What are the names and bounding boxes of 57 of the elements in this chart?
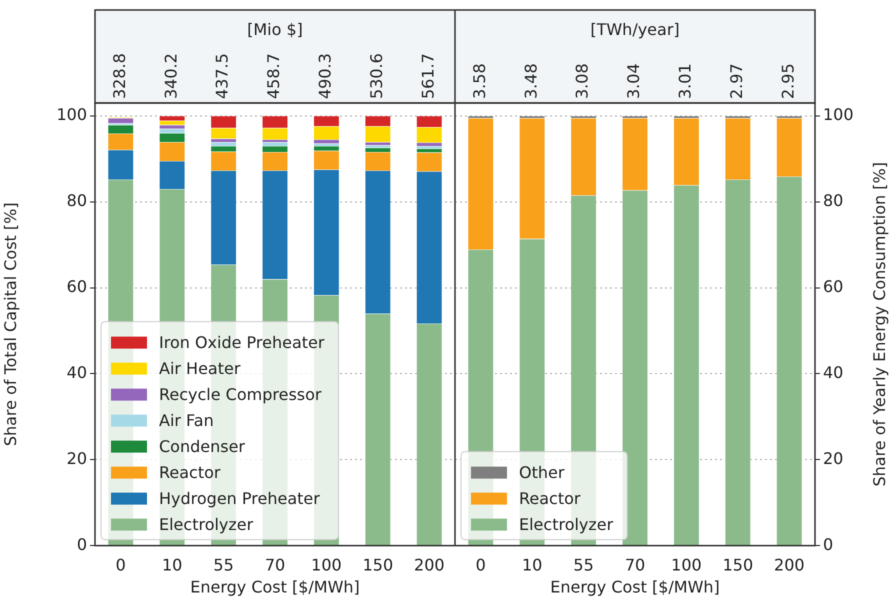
chart-title: [TWh/year]: [590, 20, 680, 40]
x-tick-label: 100: [311, 555, 342, 574]
text: 490.3: [316, 53, 335, 99]
text: 530.6: [367, 53, 386, 99]
y-tick-label: 40: [823, 362, 844, 382]
x-tick-label: 100: [671, 555, 702, 574]
text: 3.04: [624, 63, 644, 99]
y-axis-title: Share of Total Capital Cost [%]: [0, 202, 20, 446]
x-tick-label: 70: [264, 555, 286, 574]
text: 3.48: [521, 63, 540, 99]
x-tick-label: 55: [213, 555, 234, 574]
y-tick-label: 20: [66, 448, 87, 468]
legend-label: Recycle Compressor: [159, 384, 322, 404]
x-tick-label: 150: [722, 555, 754, 574]
text: 328.8: [110, 53, 129, 99]
y-tick-label: 40: [66, 362, 87, 382]
y-tick-label: 60: [66, 276, 87, 296]
text: 458.7: [264, 53, 284, 99]
chart-title: [Mio $]: [247, 20, 303, 40]
legend-label: Electrolyzer: [159, 514, 254, 534]
text: 3.08: [572, 63, 592, 99]
y-tick-label: 60: [823, 276, 844, 296]
text: 3.01: [676, 63, 695, 99]
x-tick-label: 0: [476, 555, 486, 574]
x-tick-label: 10: [522, 555, 542, 574]
y-tick-label: 100: [823, 105, 854, 124]
x-tick-label: 10: [162, 555, 182, 574]
legend-label: Electrolyzer: [519, 514, 614, 534]
text: 561.7: [418, 53, 438, 99]
x-tick-label: 0: [116, 555, 126, 574]
legend-label: Air Heater: [159, 358, 241, 378]
legend-label: Iron Oxide Preheater: [159, 332, 325, 352]
legend-label: Hydrogen Preheater: [159, 488, 320, 508]
x-tick-label: 70: [624, 555, 646, 574]
y-tick-label: 0: [76, 534, 87, 554]
legend-label: Condenser: [159, 436, 246, 456]
y-tick-label: 100: [56, 105, 87, 124]
y-tick-label: 0: [823, 534, 834, 554]
text: 3.58: [470, 63, 489, 99]
text: 437.5: [212, 53, 232, 99]
legend-label: Reactor: [159, 462, 221, 482]
text: 340.2: [161, 53, 180, 99]
legend-label: Other: [519, 462, 565, 482]
y-tick-label: 80: [66, 190, 87, 210]
x-tick-label: 55: [573, 555, 594, 574]
y-axis-title: Share of Yearly Energy Consumption [%]: [870, 162, 890, 487]
text: 2.95: [778, 63, 798, 99]
x-tick-label: 200: [414, 555, 445, 574]
y-tick-label: 80: [823, 190, 844, 210]
x-axis-title: Energy Cost [$/MWh]: [190, 578, 360, 597]
y-tick-label: 20: [823, 448, 844, 468]
legend-label: Air Fan: [159, 410, 214, 430]
x-axis-title: Energy Cost [$/MWh]: [550, 578, 720, 597]
text: 2.97: [727, 63, 746, 99]
x-tick-label: 200: [774, 555, 805, 574]
legend-label: Reactor: [519, 488, 581, 508]
x-tick-label: 150: [362, 555, 394, 574]
